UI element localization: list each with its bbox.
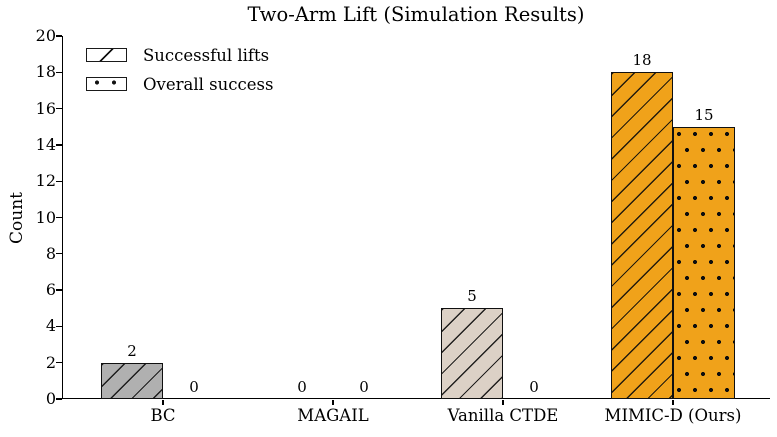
y-tick-mark xyxy=(55,71,62,73)
bar xyxy=(101,362,163,399)
y-tick-label: 4 xyxy=(45,316,56,336)
y-tick-label: 18 xyxy=(35,62,56,82)
legend-swatch-diagonal-hatch-icon xyxy=(86,48,127,62)
y-tick-mark xyxy=(55,253,62,255)
y-tick-label: 2 xyxy=(45,352,56,372)
y-tick-label: 20 xyxy=(35,26,56,45)
legend-item-successful-lifts: Successful lifts xyxy=(86,45,273,65)
bar-value-label: 0 xyxy=(297,378,307,396)
x-category-label: MIMIC-D (Ours) xyxy=(604,406,742,425)
legend-swatch-dots-hatch-icon xyxy=(86,77,127,91)
y-tick-label: 6 xyxy=(45,280,56,300)
x-category-label: MAGAIL xyxy=(297,406,369,425)
y-tick-mark xyxy=(55,180,62,182)
y-tick-label: 14 xyxy=(35,134,56,154)
x-tick-mark xyxy=(672,399,674,405)
legend: Successful lifts Overall success xyxy=(86,45,274,105)
y-tick-label: 8 xyxy=(45,243,56,263)
legend-label-successful-lifts: Successful lifts xyxy=(143,45,270,65)
x-category-label: BC xyxy=(150,406,176,425)
chart-title: Two-Arm Lift (Simulation Results) xyxy=(247,3,585,26)
legend-item-overall-success: Overall success xyxy=(86,74,274,94)
y-tick-label: 10 xyxy=(35,207,56,227)
bar-value-label: 15 xyxy=(694,105,714,124)
bar-value-label: 2 xyxy=(127,341,137,360)
y-tick-label: 12 xyxy=(35,171,56,191)
y-tick-mark xyxy=(55,216,62,219)
y-tick-label: 0 xyxy=(45,389,56,408)
bar-value-label: 0 xyxy=(359,378,369,396)
y-tick-label: 16 xyxy=(35,98,56,118)
y-tick-mark xyxy=(55,398,62,400)
y-tick-mark xyxy=(55,362,62,364)
bar-value-label: 18 xyxy=(632,51,652,70)
y-tick-mark xyxy=(55,325,62,328)
y-tick-mark xyxy=(55,289,62,291)
bar-value-label: 0 xyxy=(529,378,539,396)
x-tick-mark xyxy=(502,399,504,405)
bar xyxy=(611,72,673,399)
bar-value-label: 5 xyxy=(467,287,477,306)
x-tick-mark xyxy=(332,399,334,405)
x-category-label: Vanilla CTDE xyxy=(447,406,559,425)
bar xyxy=(673,126,735,399)
y-tick-mark xyxy=(55,107,62,110)
y-tick-mark xyxy=(55,144,62,146)
x-tick-mark xyxy=(162,399,164,405)
bar xyxy=(441,308,503,399)
bar-value-label: 0 xyxy=(189,378,199,396)
y-tick-mark xyxy=(55,35,62,37)
legend-label-overall-success: Overall success xyxy=(143,74,274,94)
